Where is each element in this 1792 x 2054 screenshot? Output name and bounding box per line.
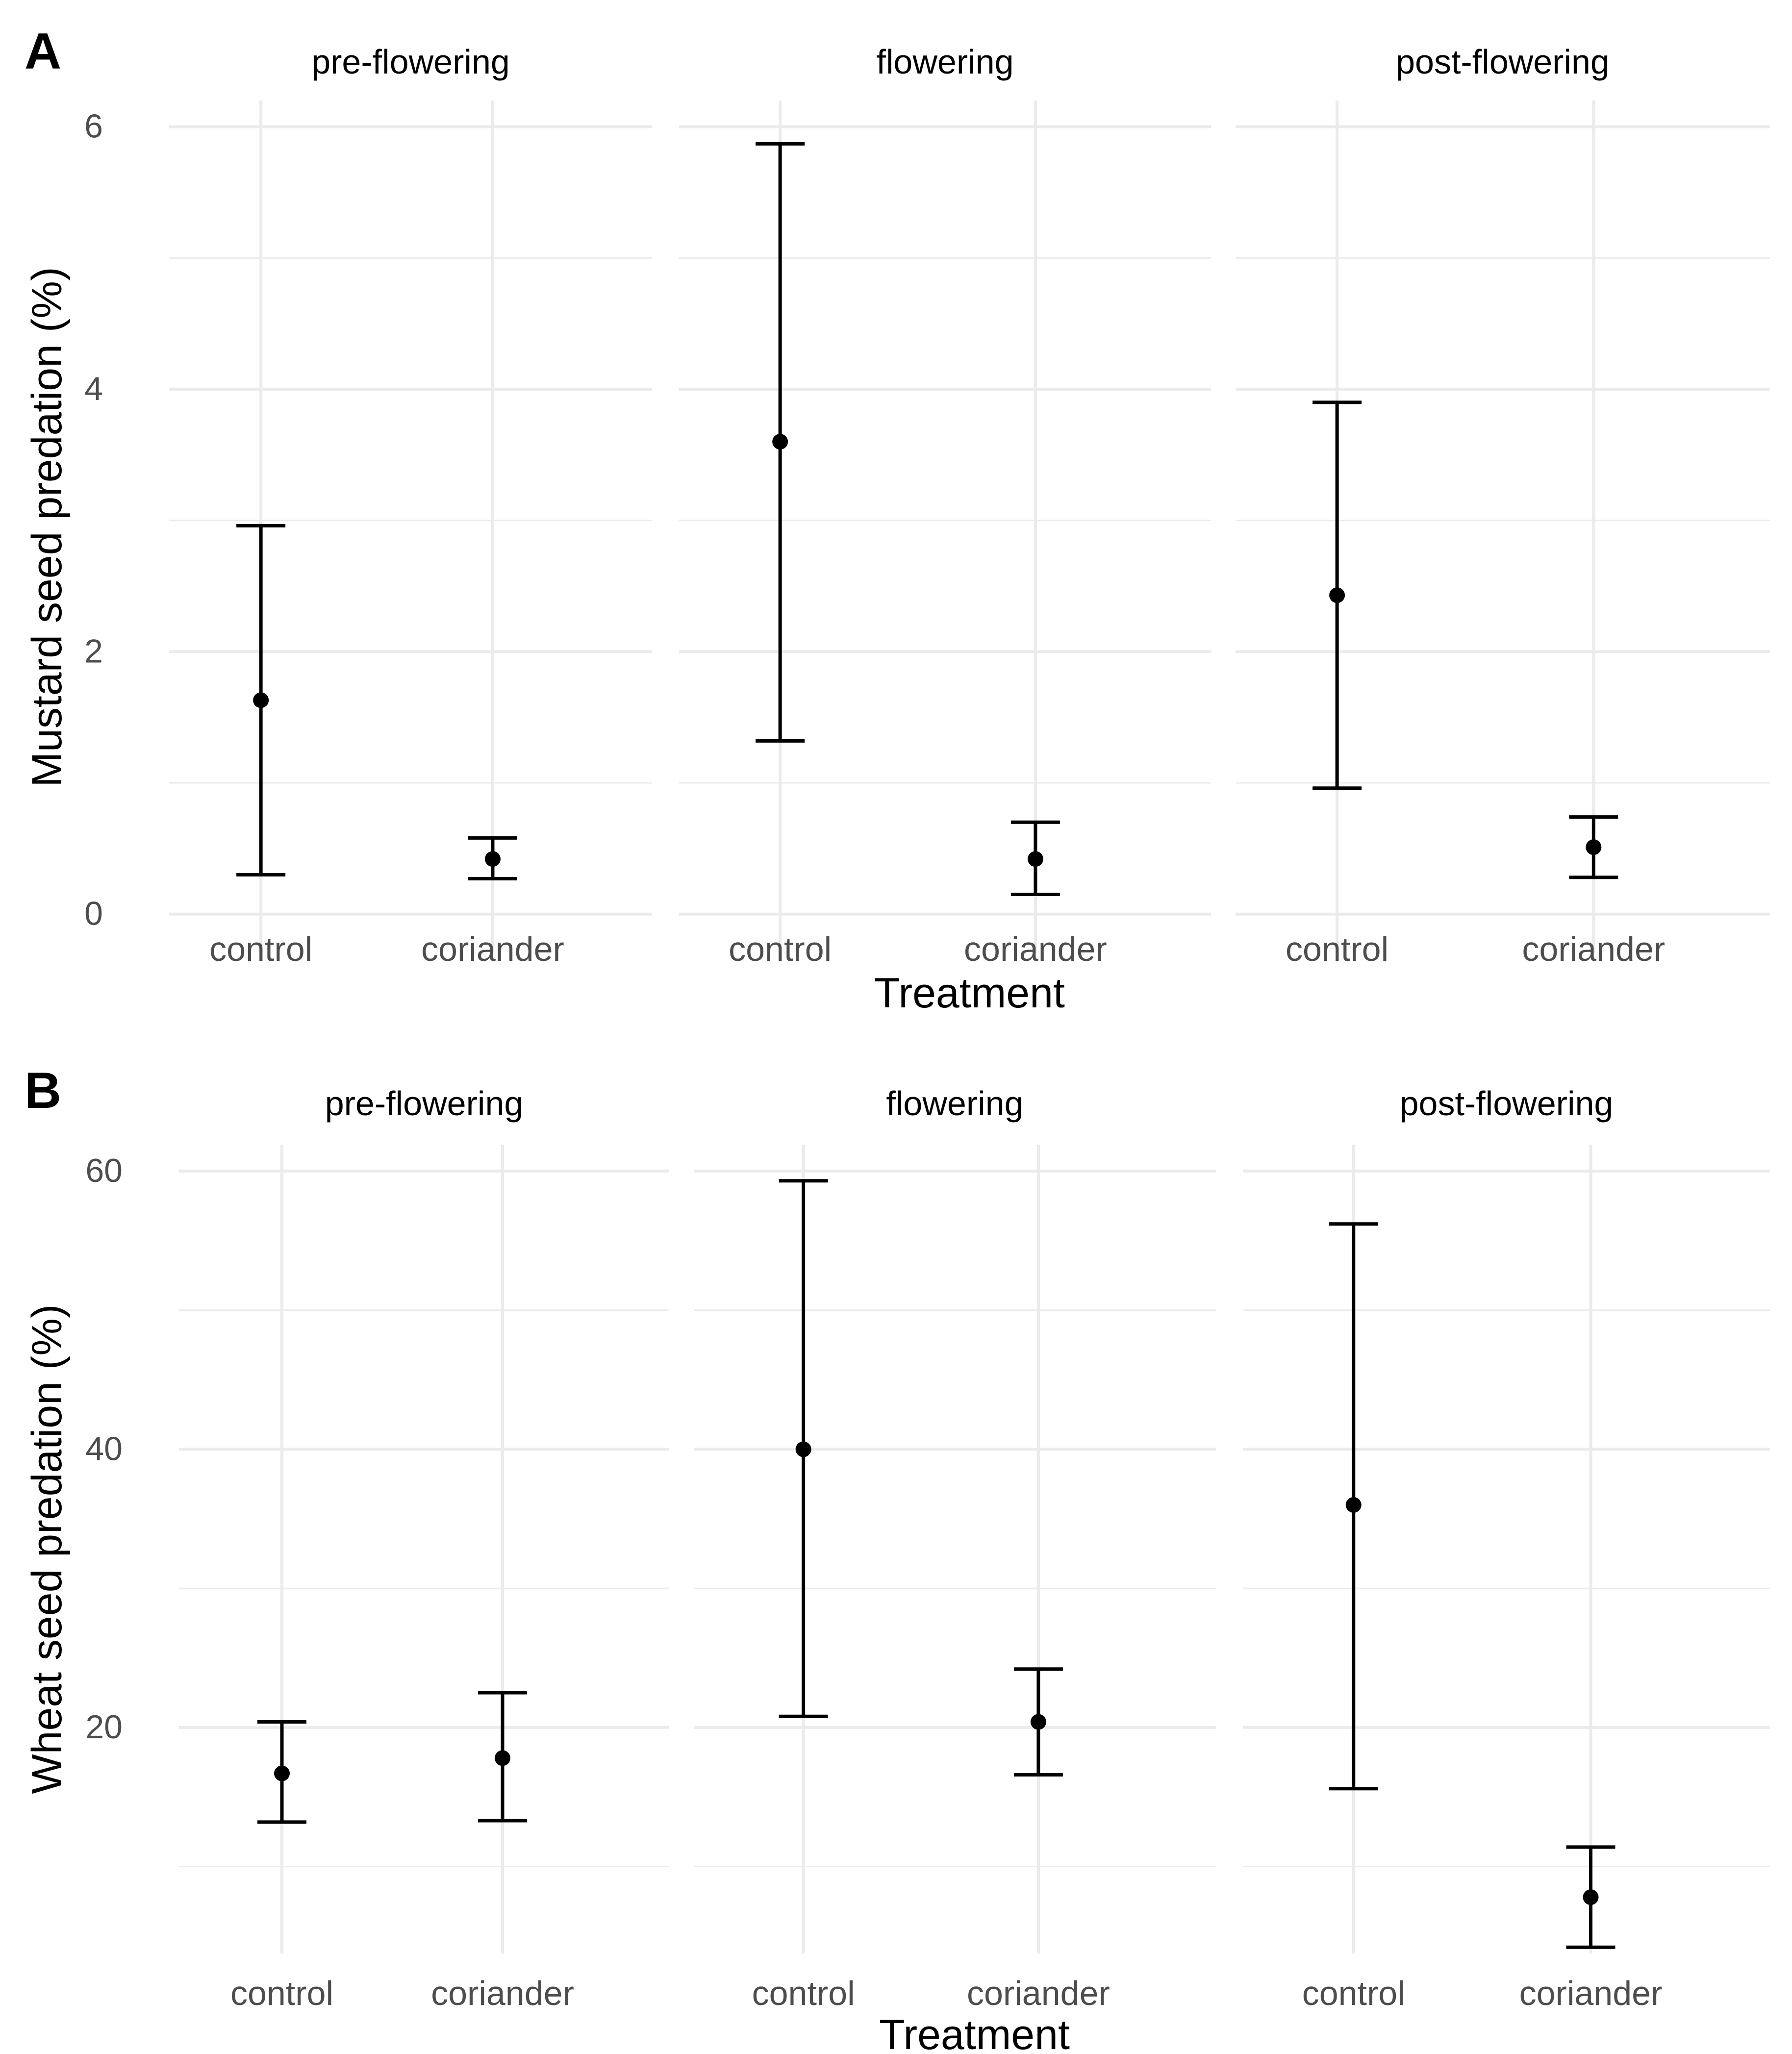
y-tick-label: 40 bbox=[85, 1430, 123, 1467]
y-tick-label: 2 bbox=[84, 632, 103, 670]
mean-point bbox=[1030, 1714, 1046, 1730]
y-axis-title: Mustard seed predation (%) bbox=[24, 267, 71, 787]
facet-title: post-flowering bbox=[1396, 43, 1610, 81]
panel-a: A Mustard seed predation (%) 0 2 4 6 Treatment… bbox=[24, 23, 1770, 1017]
mean-point bbox=[795, 1441, 811, 1457]
panel-b: B Wheat seed predation (%) 20 40 60 Treatment… bbox=[24, 1062, 1770, 2054]
mean-point bbox=[495, 1750, 510, 1766]
x-tick-label: coriander bbox=[421, 930, 564, 968]
mean-point bbox=[1586, 839, 1602, 855]
facet-flowering: flowering control coriander bbox=[694, 1084, 1216, 2012]
y-tick-label: 4 bbox=[84, 370, 103, 407]
mean-point bbox=[1583, 1889, 1599, 1905]
facet-title: post-flowering bbox=[1400, 1084, 1614, 1123]
x-tick-label: control bbox=[1302, 1974, 1405, 2012]
x-tick-label: coriander bbox=[964, 930, 1107, 968]
x-tick-label: coriander bbox=[1519, 1974, 1663, 2012]
facet-post-flowering: post-flowering control coriander bbox=[1243, 1084, 1770, 2012]
x-tick-label: coriander bbox=[967, 1974, 1110, 2012]
facet-title: pre-flowering bbox=[311, 43, 510, 81]
mean-point bbox=[1345, 1497, 1362, 1513]
mean-point bbox=[484, 851, 501, 867]
x-tick-label: coriander bbox=[1522, 930, 1665, 968]
x-axis-title: Treatment bbox=[874, 970, 1065, 1017]
facet-post-flowering: post-flowering control coriander bbox=[1236, 43, 1770, 968]
mean-point bbox=[1027, 851, 1043, 867]
panel-label: A bbox=[25, 23, 61, 80]
y-tick-label: 0 bbox=[84, 895, 103, 932]
y-tick-label: 6 bbox=[84, 108, 103, 145]
facet-title: flowering bbox=[886, 1084, 1023, 1123]
y-tick-label: 20 bbox=[85, 1708, 123, 1746]
x-tick-label: control bbox=[209, 930, 312, 968]
facet-pre-flowering: pre-flowering control coriander bbox=[169, 43, 652, 968]
facet-flowering: flowering control coriander bbox=[679, 43, 1211, 968]
facet-title: flowering bbox=[876, 43, 1013, 81]
x-tick-label: coriander bbox=[431, 1974, 574, 2012]
mean-point bbox=[772, 434, 788, 450]
mean-point bbox=[1329, 587, 1345, 603]
x-tick-label: control bbox=[230, 1974, 333, 2012]
x-tick-label: control bbox=[1286, 930, 1388, 968]
facet-title: pre-flowering bbox=[325, 1084, 524, 1123]
mean-point bbox=[274, 1765, 290, 1781]
mean-point bbox=[253, 692, 269, 708]
x-tick-label: control bbox=[729, 930, 832, 968]
facet-pre-flowering: pre-flowering control coriander bbox=[179, 1084, 669, 2012]
x-tick-label: control bbox=[752, 1974, 855, 2012]
panel-label: B bbox=[25, 1062, 61, 1119]
y-tick-label: 60 bbox=[85, 1152, 123, 1189]
y-axis-title: Wheat seed predation (%) bbox=[24, 1304, 71, 1794]
x-axis-title: Treatment bbox=[879, 2011, 1070, 2054]
